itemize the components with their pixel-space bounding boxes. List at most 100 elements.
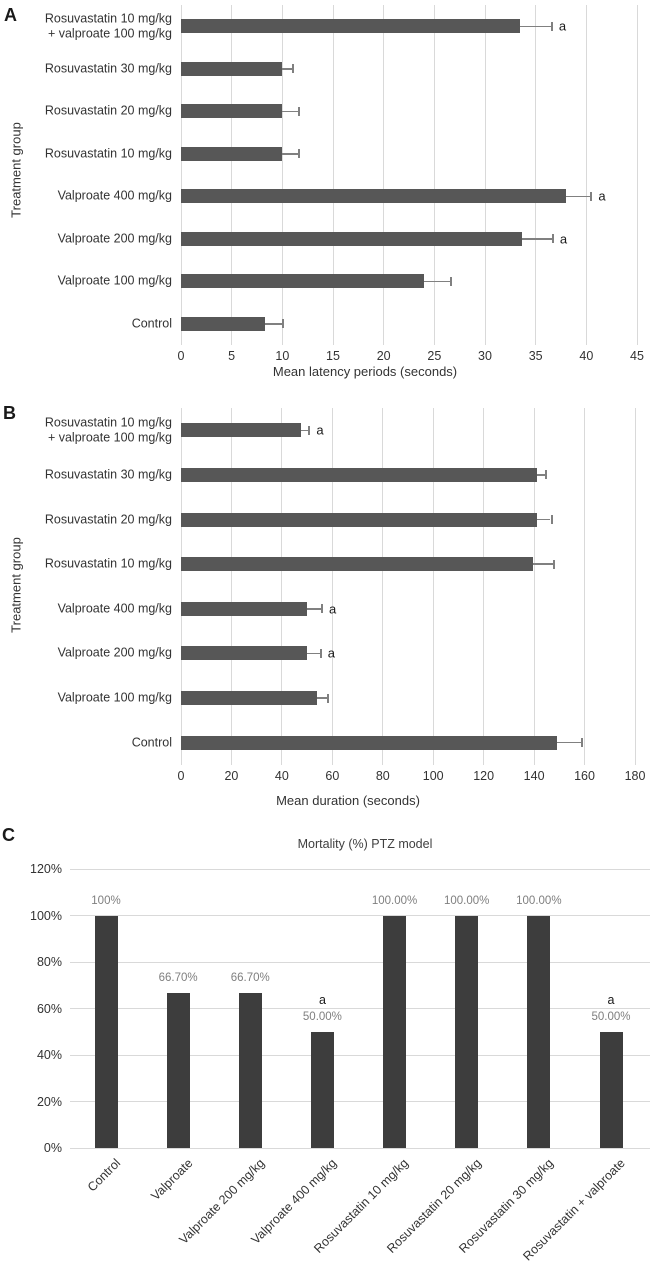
value-label: 50.00% [302, 1010, 342, 1023]
bar [166, 992, 190, 1148]
value-label: 66.70% [158, 971, 198, 984]
panel-a-plot-area: 0 5 10 15 20 25 30 35 40 45 Rosuvastatin 10 mg/kg … [45, 5, 644, 363]
panel-c-chart-title: Mortality (%) PTZ model [297, 837, 433, 851]
bar [181, 467, 537, 482]
x-tick-label: 0 [177, 769, 185, 783]
error-bar [282, 153, 298, 155]
bar [181, 274, 425, 289]
x-tick-label: 0 [177, 349, 185, 363]
error-bar-cap [297, 149, 300, 159]
category-label: Rosuvastatin 30 mg/kg [44, 467, 172, 482]
bar [455, 915, 479, 1148]
error-bar [522, 238, 552, 240]
x-tick-label: 100 [422, 769, 444, 783]
significance-label: a [607, 992, 615, 1007]
x-tick-label: 10 [275, 349, 290, 363]
value-label: 66.70% [230, 971, 270, 984]
category-label: Control [131, 316, 172, 331]
x-tick-label: 80 [375, 769, 390, 783]
x-tick-label: 160 [574, 769, 595, 783]
error-bar-cap [308, 425, 311, 435]
x-tick-label: 15 [326, 349, 340, 363]
y-tick-label: 0% [43, 1141, 62, 1155]
y-tick-label: 120% [30, 862, 62, 876]
bar [181, 61, 283, 76]
category-label: Rosuvastatin 20 mg/kg [44, 103, 172, 118]
error-bar-cap [327, 693, 330, 703]
bar [181, 104, 283, 119]
x-tick-label: 120 [473, 769, 495, 783]
error-bar-cap [580, 738, 583, 748]
error-bar-cap [449, 276, 452, 286]
category-label: Rosuvastatin 10 mg/kg + valproate 100 mg… [44, 11, 172, 41]
bar [181, 601, 308, 616]
panel-b-plot-area: 0 20 40 60 80 100 120 140 160 180 Rosuvastatin 10 … [45, 408, 645, 783]
error-bar-cap [590, 191, 593, 201]
y-tick-label: 20% [36, 1094, 62, 1109]
gridline [70, 1008, 650, 1009]
bar [181, 691, 318, 706]
panel-a-letter: A [4, 5, 17, 25]
y-tick-label: 40% [36, 1048, 62, 1062]
bar [238, 992, 262, 1148]
bar [181, 19, 521, 34]
y-tick-label: 80% [36, 955, 62, 969]
category-label: Valproate 400 mg/kg [57, 188, 172, 203]
gridline [180, 408, 182, 765]
gridline [432, 408, 434, 765]
bar [181, 557, 533, 572]
bar [181, 423, 301, 438]
significance-label: a [598, 188, 606, 204]
gridline [70, 1054, 650, 1056]
x-tick-label: 5 [228, 349, 236, 363]
panel-c-letter: C [2, 825, 15, 845]
bar [181, 316, 266, 331]
error-bar [300, 429, 309, 432]
error-bar-cap [553, 559, 556, 569]
category-label: Valproate 400 mg/kg [57, 601, 172, 616]
error-bar [317, 697, 328, 699]
bar [94, 915, 118, 1148]
panel-a: A Treatment group 0 5 10 15 20 25 30 35 40 45 Rosu… [0, 0, 653, 395]
x-tick-label: 35 [528, 349, 543, 363]
panel-c-plot-area: 0% 20% 40% 60% 80% 100% 120% 100% Control 66.70% V… [30, 862, 650, 1263]
gridline [483, 408, 485, 765]
gridline [230, 408, 232, 765]
category-label: Control [84, 1156, 123, 1195]
gridline [382, 408, 384, 765]
bar [181, 646, 308, 661]
error-bar [566, 195, 591, 197]
value-label: 100.00% [516, 894, 562, 907]
bar [310, 1031, 334, 1148]
category-label: Control [131, 735, 172, 750]
gridline [281, 408, 283, 765]
x-tick-label: 60 [325, 769, 340, 783]
error-bar [536, 474, 546, 476]
gridline [70, 868, 650, 870]
significance-label: a [559, 231, 568, 247]
bar [181, 189, 567, 204]
y-tick-label: 60% [36, 1001, 62, 1016]
bar [181, 231, 523, 246]
category-label: Valproate 100 mg/kg [57, 690, 172, 705]
gridline [433, 5, 435, 345]
significance-label: a [327, 645, 335, 661]
error-bar [282, 110, 298, 112]
panel-b-x-axis-title: Mean duration (seconds) [276, 793, 420, 808]
panel-c: C Mortality (%) PTZ model 0% 20% 40% 60% 80%… [0, 820, 653, 1273]
bar [383, 915, 407, 1148]
error-bar-cap [282, 319, 285, 329]
error-bar-cap [550, 21, 553, 31]
error-bar-cap [319, 648, 322, 658]
category-label: Rosuvastatin 30 mg/kg [44, 61, 172, 76]
x-tick-label: 140 [523, 769, 545, 783]
gridline [383, 5, 385, 345]
error-bar-cap [551, 234, 554, 244]
x-tick-label: 20 [376, 349, 391, 363]
panel-b-letter: B [3, 403, 16, 423]
error-bar-cap [320, 604, 323, 614]
gridline [533, 408, 535, 765]
bar [527, 915, 551, 1148]
gridline [634, 408, 636, 765]
